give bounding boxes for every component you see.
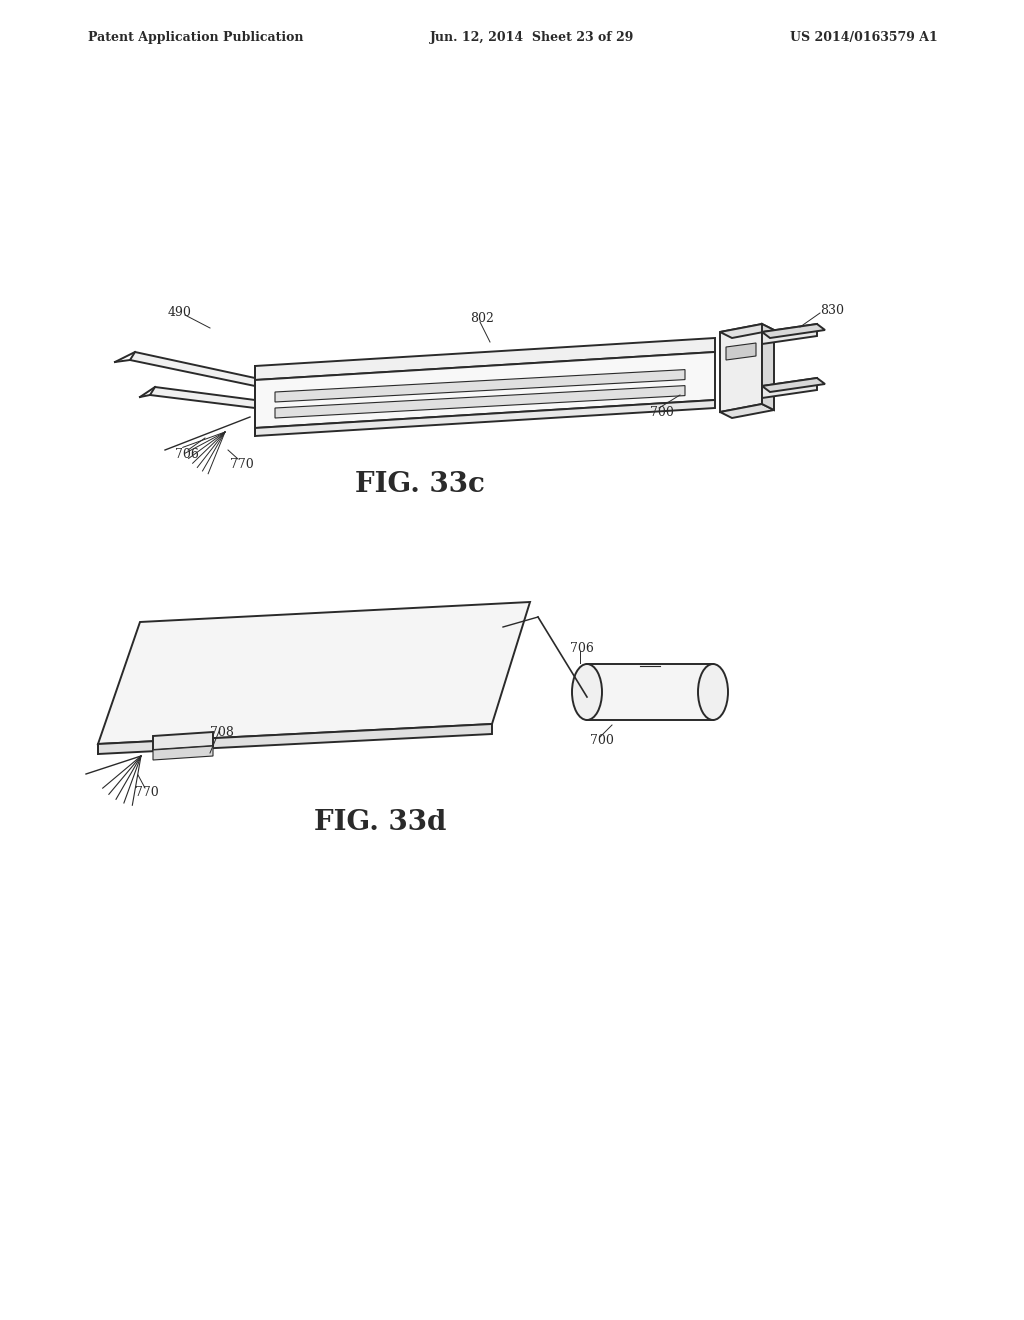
Ellipse shape bbox=[572, 664, 602, 719]
Text: 706: 706 bbox=[570, 642, 594, 655]
Ellipse shape bbox=[698, 664, 728, 719]
Polygon shape bbox=[720, 323, 774, 338]
Polygon shape bbox=[720, 323, 762, 412]
Polygon shape bbox=[255, 400, 715, 436]
Polygon shape bbox=[762, 378, 825, 392]
Text: 706: 706 bbox=[175, 447, 199, 461]
Polygon shape bbox=[762, 323, 774, 411]
Polygon shape bbox=[150, 387, 255, 408]
Polygon shape bbox=[255, 338, 715, 380]
Polygon shape bbox=[98, 602, 530, 744]
Text: 770: 770 bbox=[135, 785, 159, 799]
Text: 700: 700 bbox=[650, 405, 674, 418]
Polygon shape bbox=[275, 385, 685, 418]
Polygon shape bbox=[130, 352, 255, 385]
Polygon shape bbox=[587, 664, 713, 719]
Polygon shape bbox=[720, 404, 774, 418]
Polygon shape bbox=[275, 370, 685, 403]
Text: Patent Application Publication: Patent Application Publication bbox=[88, 30, 303, 44]
Text: 708: 708 bbox=[210, 726, 233, 739]
Text: 830: 830 bbox=[820, 304, 844, 317]
Text: 802: 802 bbox=[470, 312, 494, 325]
Polygon shape bbox=[255, 352, 715, 428]
Text: 490: 490 bbox=[168, 305, 191, 318]
Polygon shape bbox=[153, 746, 213, 760]
Polygon shape bbox=[726, 343, 756, 360]
Text: 700: 700 bbox=[590, 734, 613, 747]
Polygon shape bbox=[153, 733, 213, 750]
Text: US 2014/0163579 A1: US 2014/0163579 A1 bbox=[790, 30, 938, 44]
Text: FIG. 33d: FIG. 33d bbox=[313, 808, 446, 836]
Text: FIG. 33c: FIG. 33c bbox=[355, 471, 485, 499]
Polygon shape bbox=[762, 323, 825, 338]
Polygon shape bbox=[762, 323, 817, 345]
Polygon shape bbox=[762, 378, 817, 399]
Text: Jun. 12, 2014  Sheet 23 of 29: Jun. 12, 2014 Sheet 23 of 29 bbox=[430, 30, 635, 44]
Polygon shape bbox=[98, 723, 492, 754]
Text: 770: 770 bbox=[230, 458, 254, 470]
